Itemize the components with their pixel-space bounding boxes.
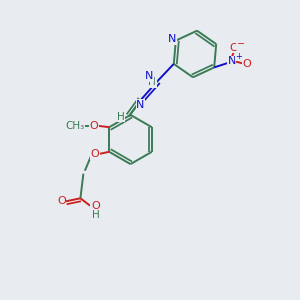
Text: H: H bbox=[117, 112, 125, 122]
Text: H: H bbox=[148, 77, 156, 88]
Text: N: N bbox=[145, 71, 153, 81]
Text: H: H bbox=[92, 210, 99, 220]
Text: O: O bbox=[243, 59, 251, 69]
Text: N: N bbox=[168, 34, 176, 44]
Text: N: N bbox=[136, 100, 145, 110]
Text: +: + bbox=[236, 52, 242, 61]
Text: N: N bbox=[227, 56, 236, 66]
Text: O: O bbox=[90, 149, 99, 159]
Text: O: O bbox=[57, 196, 66, 206]
Text: −: − bbox=[236, 39, 244, 49]
Text: O: O bbox=[89, 121, 98, 131]
Text: CH₃: CH₃ bbox=[65, 121, 84, 131]
Text: O: O bbox=[91, 201, 100, 211]
Text: O: O bbox=[230, 43, 238, 53]
